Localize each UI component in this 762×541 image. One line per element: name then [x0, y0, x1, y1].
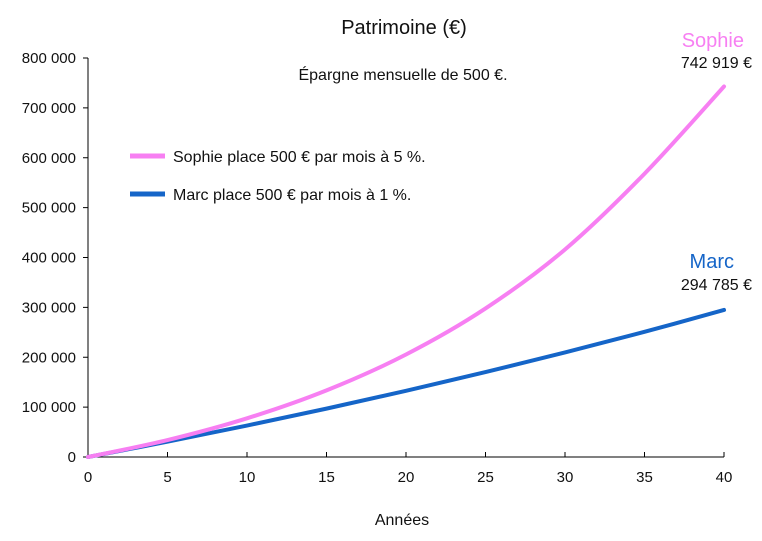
marc-end-label: Marc: [690, 251, 734, 273]
series-line-marc: [86, 307, 726, 459]
y-tick-label: 0: [68, 449, 76, 466]
x-tick-label: 0: [84, 469, 92, 486]
legend: Sophie place 500 € par mois à 5 %. Marc …: [130, 149, 426, 204]
sophie-end-label: Sophie: [682, 30, 744, 52]
x-tick-label: 40: [716, 469, 733, 486]
chart-title: Patrimoine (€): [341, 17, 467, 39]
x-axis-label: Années: [375, 512, 429, 529]
y-tick-label: 700 000: [22, 100, 76, 117]
y-tick-label: 200 000: [22, 349, 76, 366]
y-tick-label: 500 000: [22, 200, 76, 217]
x-tick-label: 15: [318, 469, 335, 486]
x-tick-label: 10: [239, 469, 256, 486]
series-line-sophie: [86, 84, 726, 459]
y-tick-label: 600 000: [22, 150, 76, 167]
y-tick-label: 100 000: [22, 399, 76, 416]
marc-end-value: 294 785 €: [681, 277, 752, 294]
x-tick-label: 35: [636, 469, 653, 486]
series-layer: [86, 84, 726, 459]
x-tick-label: 20: [398, 469, 415, 486]
y-axis: 0 100 000 200 000 300 000 400 000 500 000 600 …: [22, 50, 89, 466]
x-tick-label: 5: [163, 469, 171, 486]
chart-subtitle: Épargne mensuelle de 500 €.: [298, 65, 507, 84]
x-axis: 0 5 10 15 20 25 30 35 40: [84, 452, 733, 486]
y-tick-label: 300 000: [22, 299, 76, 316]
y-tick-label: 800 000: [22, 50, 76, 67]
sophie-end-value: 742 919 €: [681, 55, 752, 72]
y-tick-label: 400 000: [22, 250, 76, 267]
x-tick-label: 30: [557, 469, 574, 486]
legend-label-marc: Marc place 500 € par mois à 1 %.: [173, 187, 411, 204]
x-tick-label: 25: [477, 469, 494, 486]
legend-label-sophie: Sophie place 500 € par mois à 5 %.: [173, 149, 426, 166]
